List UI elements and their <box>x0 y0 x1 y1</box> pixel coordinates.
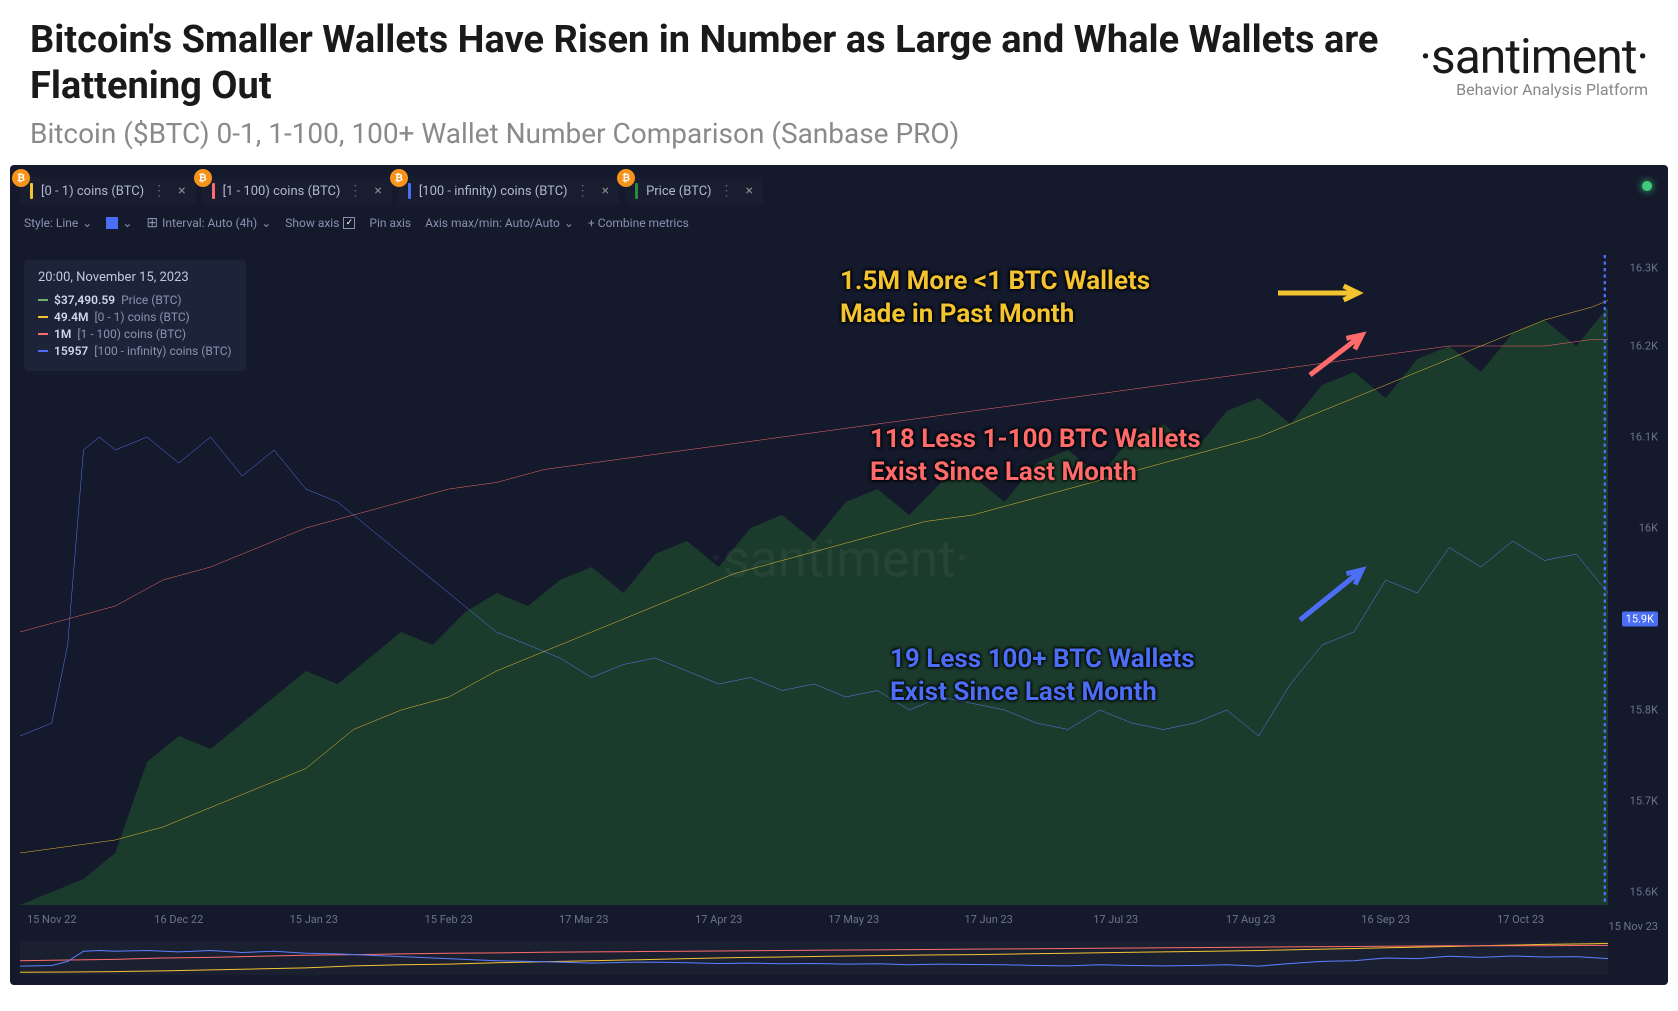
tab-color-bar <box>30 183 33 199</box>
legend-color-icon <box>38 316 48 318</box>
chart-toolbar: Style: Line ⌄ ⌄ ⊞ Interval: Auto (4h) ⌄ … <box>10 211 1668 241</box>
x-tick-label: 17 Mar 23 <box>559 913 609 926</box>
metric-tab[interactable]: ₿ [0 - 1) coins (BTC) ⋮ × <box>20 177 196 205</box>
legend-label: [100 - infinity) coins (BTC) <box>94 344 231 358</box>
x-tick-label: 16 Dec 22 <box>154 913 203 926</box>
y-tick-label: 15.6K <box>1630 886 1658 899</box>
btc-badge-icon: ₿ <box>390 169 408 187</box>
tab-label: [0 - 1) coins (BTC) <box>41 184 144 199</box>
legend-row: 15957 [100 - infinity) coins (BTC) <box>38 344 232 358</box>
btc-badge-icon: ₿ <box>194 169 212 187</box>
y-tick-label: 16.3K <box>1630 262 1658 275</box>
legend-value: 1M <box>54 327 71 341</box>
minimap-scrollbar[interactable] <box>20 941 1608 975</box>
y-tick-label: 16K <box>1639 522 1658 535</box>
legend-row: $37,490.59 Price (BTC) <box>38 293 232 307</box>
legend-row: 49.4M [0 - 1) coins (BTC) <box>38 310 232 324</box>
tab-menu-icon[interactable]: ⋮ <box>348 183 362 199</box>
tab-close-icon[interactable]: × <box>746 183 753 199</box>
legend-row: 1M [1 - 100) coins (BTC) <box>38 327 232 341</box>
metric-tab[interactable]: ₿ [1 - 100) coins (BTC) ⋮ × <box>202 177 392 205</box>
legend-value: 15957 <box>54 344 88 358</box>
style-selector[interactable]: Style: Line ⌄ <box>24 216 92 230</box>
brand-logo: ·santiment· <box>1419 28 1648 85</box>
legend-label: [1 - 100) coins (BTC) <box>77 327 186 341</box>
legend-label: Price (BTC) <box>121 293 181 307</box>
x-axis-end-label: 15 Nov 23 <box>1608 920 1658 933</box>
x-tick-label: 17 Apr 23 <box>695 913 742 926</box>
x-tick-label: 15 Nov 22 <box>27 913 77 926</box>
x-tick-label: 17 Aug 23 <box>1226 913 1276 926</box>
page-title: Bitcoin's Smaller Wallets Have Risen in … <box>30 18 1419 109</box>
chart-annotation: 1.5M More <1 BTC WalletsMade in Past Mon… <box>840 265 1150 330</box>
y-tick-label: 16.1K <box>1630 431 1658 444</box>
legend-value: $37,490.59 <box>54 293 115 307</box>
legend-color-icon <box>38 299 48 301</box>
tab-close-icon[interactable]: × <box>602 183 609 199</box>
color-picker[interactable]: ⌄ <box>106 216 132 230</box>
chart-panel: ₿ [0 - 1) coins (BTC) ⋮ ×₿ [1 - 100) coi… <box>10 165 1668 985</box>
pin-axis-toggle[interactable]: Pin axis <box>369 216 411 230</box>
metric-tab[interactable]: ₿ [100 - infinity) coins (BTC) ⋮ × <box>398 177 619 205</box>
y-tick-label: 16.2K <box>1630 340 1658 353</box>
legend-label: [0 - 1) coins (BTC) <box>94 310 189 324</box>
interval-selector[interactable]: ⊞ Interval: Auto (4h) ⌄ <box>146 215 271 231</box>
y-axis: 16.3K 16.2K 16.1K 16K 15.9K 15.8K 15.7K 15.6K <box>1610 255 1658 905</box>
legend-color-icon <box>38 350 48 352</box>
x-tick-label: 16 Sep 23 <box>1361 913 1410 926</box>
legend-timestamp: 20:00, November 15, 2023 <box>38 270 232 285</box>
btc-badge-icon: ₿ <box>617 169 635 187</box>
x-tick-label: 15 Feb 23 <box>425 913 473 926</box>
x-tick-label: 17 Oct 23 <box>1497 913 1544 926</box>
btc-badge-icon: ₿ <box>12 169 30 187</box>
x-tick-label: 17 Jul 23 <box>1093 913 1138 926</box>
y-tick-label: 15.7K <box>1630 795 1658 808</box>
x-tick-label: 15 Jan 23 <box>290 913 338 926</box>
x-tick-label: 17 Jun 23 <box>964 913 1012 926</box>
hover-legend: 20:00, November 15, 2023 $37,490.59 Pric… <box>24 260 246 371</box>
chart-annotation: 19 Less 100+ BTC WalletsExist Since Last… <box>890 643 1195 708</box>
header-left: Bitcoin's Smaller Wallets Have Risen in … <box>30 18 1419 150</box>
tab-menu-icon[interactable]: ⋮ <box>576 183 590 199</box>
tab-close-icon[interactable]: × <box>374 183 381 199</box>
legend-value: 49.4M <box>54 310 88 324</box>
x-axis: 15 Nov 22 16 Dec 22 15 Jan 23 15 Feb 23 17 M… <box>20 913 1608 933</box>
tab-label: Price (BTC) <box>646 184 711 199</box>
tab-color-bar <box>408 183 411 199</box>
axis-minmax-selector[interactable]: Axis max/min: Auto/Auto ⌄ <box>425 216 574 230</box>
metric-tabs: ₿ [0 - 1) coins (BTC) ⋮ ×₿ [1 - 100) coi… <box>10 165 1668 211</box>
tab-menu-icon[interactable]: ⋮ <box>720 183 734 199</box>
x-tick-label: 17 May 23 <box>828 913 879 926</box>
metric-tab[interactable]: ₿ Price (BTC) ⋮ × <box>625 177 763 205</box>
tab-color-bar <box>635 183 638 199</box>
tab-menu-icon[interactable]: ⋮ <box>152 183 166 199</box>
combine-metrics-button[interactable]: + Combine metrics <box>588 216 689 230</box>
header: Bitcoin's Smaller Wallets Have Risen in … <box>0 0 1678 160</box>
watermark: ·santiment· <box>709 528 969 589</box>
legend-color-icon <box>38 333 48 335</box>
tab-color-bar <box>212 183 215 199</box>
chart-annotation: 118 Less 1-100 BTC WalletsExist Since La… <box>870 423 1201 488</box>
show-axis-toggle[interactable]: Show axis ✓ <box>285 216 355 230</box>
brand-block: ·santiment· Behavior Analysis Platform <box>1419 18 1648 150</box>
y-tick-label: 15.8K <box>1630 704 1658 717</box>
tab-label: [1 - 100) coins (BTC) <box>223 184 341 199</box>
page-subtitle: Bitcoin ($BTC) 0-1, 1-100, 100+ Wallet N… <box>30 117 1419 150</box>
tab-close-icon[interactable]: × <box>178 183 185 199</box>
y-tick-label: 15.9K <box>1622 612 1658 627</box>
tab-label: [100 - infinity) coins (BTC) <box>419 184 568 199</box>
